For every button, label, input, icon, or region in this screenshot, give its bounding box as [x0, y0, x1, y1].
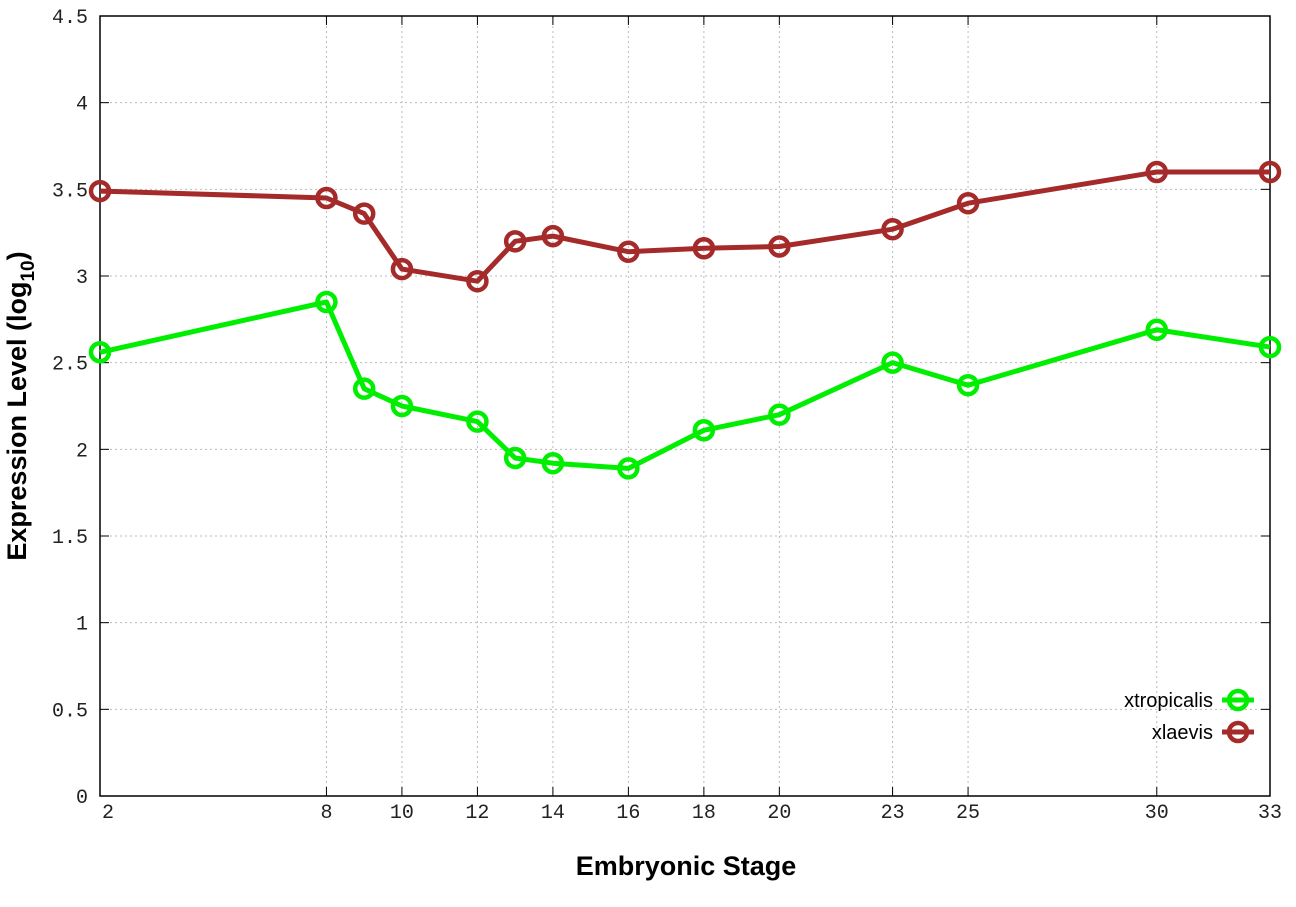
grid: [100, 16, 1270, 796]
xlaevis-point: [88, 179, 112, 203]
x-tick-label: 23: [881, 802, 905, 825]
y-tick-label: 2.5: [52, 354, 88, 377]
y-tick-label: 1: [76, 614, 88, 637]
xlaevis-point: [881, 217, 904, 241]
x-tick-label: 30: [1145, 802, 1169, 825]
xtropicalis-point: [1258, 335, 1282, 359]
xtropicalis-point: [881, 351, 904, 374]
y-tick-label: 0: [76, 787, 88, 810]
y-axis-label-sub: 10: [18, 260, 39, 281]
xtropicalis-line: [99, 299, 1271, 471]
y-axis-label: Expression Level (log10): [2, 251, 39, 560]
y-axis-label-main: Expression Level (log: [2, 282, 32, 561]
xtropicalis-point: [541, 451, 565, 475]
xlaevis-point: [768, 235, 791, 258]
xtropicalis-point: [956, 373, 980, 397]
legend-label-xtropicalis: xtropicalis: [1124, 690, 1213, 712]
xtropicalis-point: [352, 377, 376, 400]
x-tick-label: 8: [320, 802, 332, 825]
legend-label-xlaevis: xlaevis: [1152, 722, 1213, 744]
axis-ticks: 0 0.5 1 1.5 2 2.5 3 3.5 4 4.5 2 8 10 12 14 16 18 20 23 25 30…: [52, 7, 1282, 825]
x-tick-label: 12: [465, 802, 489, 825]
xlaevis-point: [692, 237, 716, 260]
x-tick-label: 25: [956, 802, 980, 825]
x-tick-label: 18: [692, 802, 716, 825]
x-tick-label: 2: [102, 802, 114, 825]
x-tick-label: 20: [767, 802, 791, 825]
x-tick-label: 14: [541, 802, 565, 825]
xtropicalis-point: [503, 446, 527, 470]
x-tick-label: 10: [390, 802, 414, 825]
xlaevis-point: [503, 230, 527, 253]
xtropicalis-point: [88, 341, 112, 364]
y-axis-label-close: ): [2, 251, 32, 260]
plot-frame: [99, 15, 1271, 797]
series-xlaevis: [88, 160, 1282, 293]
y-tick-label: 1.5: [52, 527, 88, 550]
xlaevis-point: [466, 269, 489, 293]
x-axis-label: Embryonic Stage: [576, 851, 797, 881]
y-tick-label: 3.5: [52, 180, 88, 203]
y-tick-label: 3: [76, 267, 88, 290]
y-tick-label: 0.5: [52, 700, 88, 723]
series-group: [88, 160, 1282, 480]
xlaevis-point: [390, 257, 414, 281]
legend: xtropicalis xlaevis: [1124, 688, 1254, 744]
y-tick-label: 2: [76, 440, 88, 463]
legend-swatch-marker: [1226, 688, 1250, 712]
xlaevis-point: [352, 202, 376, 225]
x-tick-label: 16: [616, 802, 640, 825]
xlaevis-point: [617, 240, 640, 263]
xtropicalis-point: [768, 403, 791, 426]
xtropicalis-point: [390, 394, 414, 418]
xlaevis-line: [99, 169, 1270, 284]
series-xtropicalis: [88, 290, 1282, 480]
y-tick-label: 4.5: [52, 7, 88, 30]
xlaevis-point: [956, 191, 980, 215]
y-tick-label: 4: [76, 94, 88, 117]
legend-swatch-marker: [1226, 720, 1250, 744]
x-tick-label: 33: [1258, 802, 1282, 825]
xlaevis-point: [1145, 160, 1169, 184]
xtropicalis-point: [1145, 318, 1169, 341]
xtropicalis-point: [617, 457, 640, 480]
xtropicalis-point: [692, 419, 716, 442]
xtropicalis-point: [466, 410, 489, 433]
xlaevis-point: [541, 224, 565, 248]
xlaevis-point: [1258, 160, 1282, 184]
xtropicalis-point: [315, 290, 338, 314]
xlaevis-point: [315, 186, 338, 210]
